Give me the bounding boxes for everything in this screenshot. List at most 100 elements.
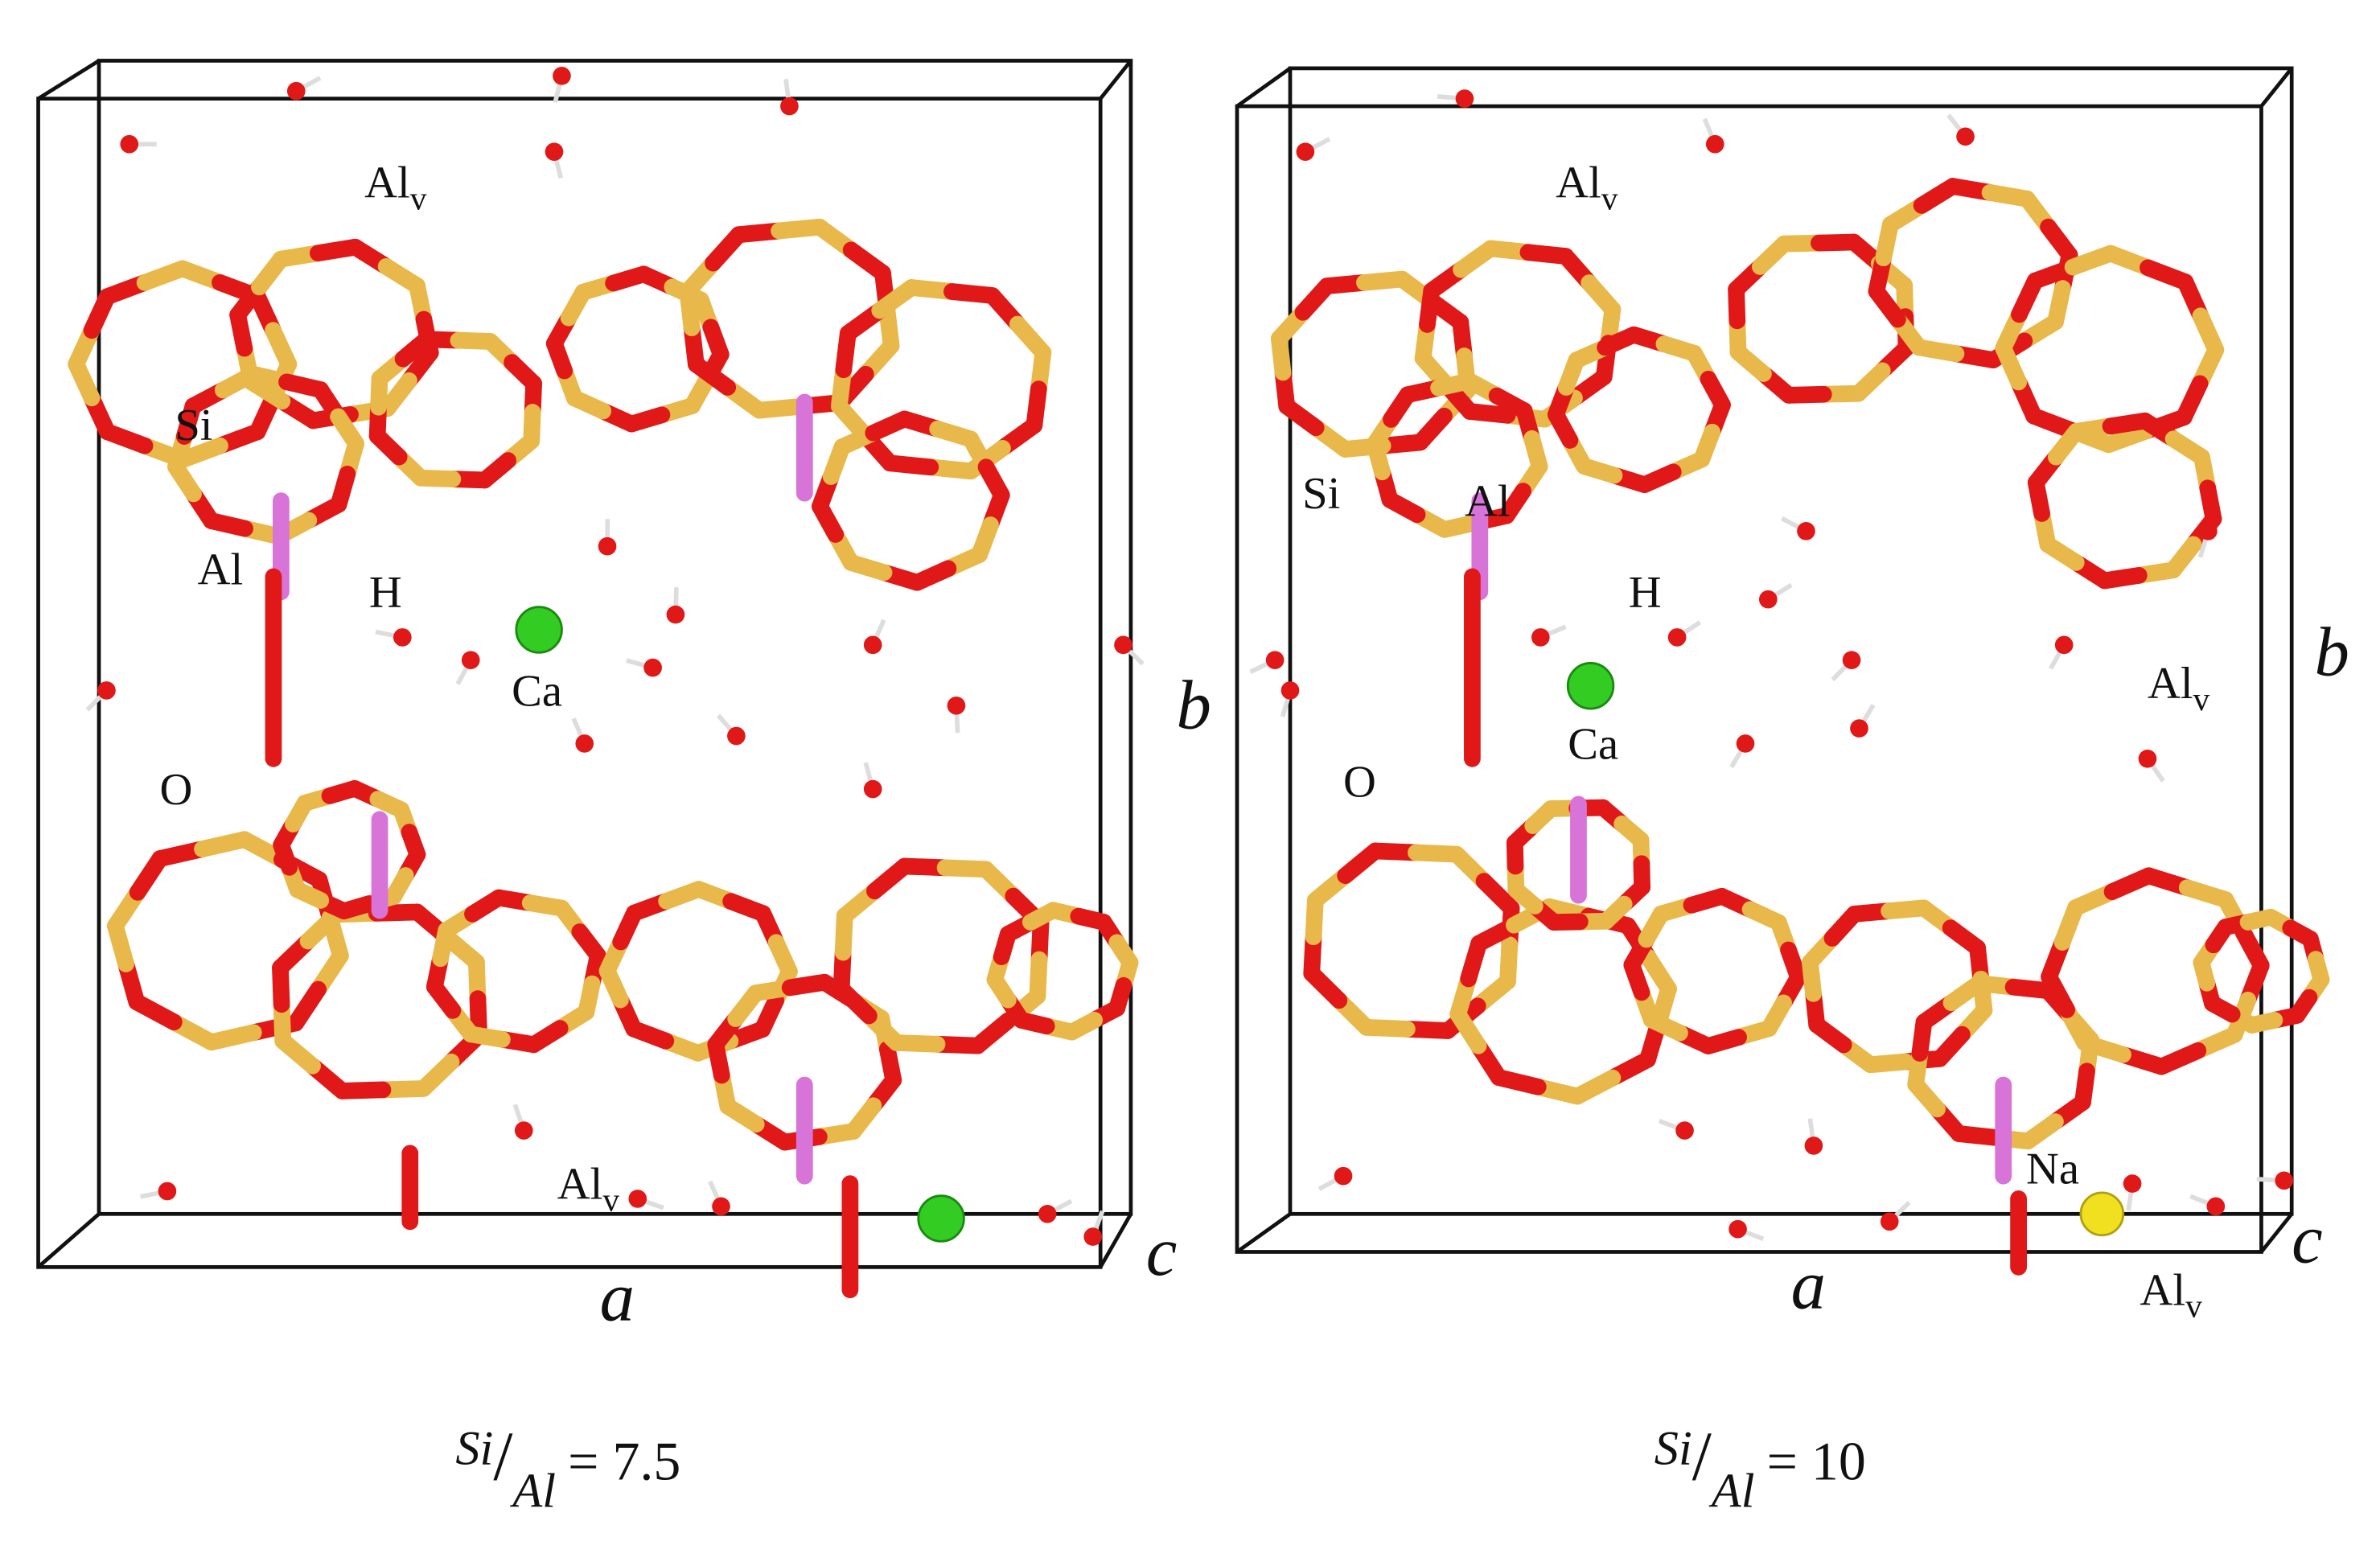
atom-label: Al <box>1465 476 1511 526</box>
bond <box>1907 1075 1946 1118</box>
bond <box>2239 908 2279 931</box>
cell-back <box>1288 66 2294 1216</box>
water-oxygen <box>1804 1136 1823 1155</box>
bond <box>1408 844 1465 863</box>
bond <box>167 458 202 503</box>
water-oxygen <box>1956 127 1975 146</box>
axis-label: c <box>1146 1213 1178 1290</box>
bond <box>971 516 999 563</box>
atom-symbol: Si <box>175 401 212 450</box>
water-oxygen <box>1265 651 1285 670</box>
bond <box>2053 899 2084 951</box>
water-oxygen <box>1667 628 1687 647</box>
water-oxygen <box>1038 1204 1057 1223</box>
water-oxygen <box>598 536 617 556</box>
water-oxygen <box>947 696 966 715</box>
caption-denominator: Al <box>509 1464 556 1518</box>
atom-label: Alv <box>2148 659 2210 717</box>
atom-subscript: v <box>602 1182 619 1219</box>
atom-subscript: v <box>2185 1288 2202 1325</box>
water-oxygen <box>120 134 139 154</box>
atom-label: H <box>369 568 402 618</box>
atom-symbol: Ca <box>1568 719 1618 769</box>
atom-symbol: Al <box>2148 659 2193 709</box>
cell-back <box>97 59 1133 1216</box>
bond <box>1639 948 1677 997</box>
water-oxygen <box>158 1182 177 1201</box>
bond <box>1761 994 1792 1038</box>
bond <box>379 372 417 417</box>
water-oxygen <box>2138 749 2157 768</box>
water-oxygen <box>286 81 306 101</box>
water-oxygen <box>1758 590 1778 609</box>
caption-denominator: Al <box>1708 1464 1755 1518</box>
water-oxygen <box>643 658 662 677</box>
water-oxygen <box>1296 142 1315 161</box>
atom-label: Al <box>198 545 244 594</box>
bond <box>1910 339 1965 363</box>
water-oxygen <box>461 651 480 670</box>
atom-label: Si <box>1302 469 1340 519</box>
water-oxygen <box>1736 734 1755 753</box>
caption-value: = 7.5 <box>568 1430 680 1491</box>
bond <box>432 922 455 968</box>
cell-front <box>36 97 1103 1269</box>
atom-label: Ca <box>1568 719 1618 769</box>
atom-label: O <box>159 765 192 815</box>
caption-numerator: Si <box>1654 1422 1692 1476</box>
water-oxygen <box>1280 681 1300 700</box>
water-oxygen <box>545 142 564 161</box>
bond <box>658 881 708 910</box>
atom-label: Si <box>175 401 212 450</box>
caption-slash: / <box>1692 1417 1712 1494</box>
water-oxygen <box>1705 134 1724 154</box>
water-oxygen <box>1842 651 1861 670</box>
water-oxygen <box>1455 89 1474 108</box>
water-oxygen <box>2199 522 2218 540</box>
caption: Si/Al = 10 <box>1654 1417 1866 1518</box>
bond <box>1995 339 2028 391</box>
water-oxygen <box>553 67 571 85</box>
atom-symbol: Al <box>2140 1266 2186 1316</box>
water-oxygen <box>1083 1227 1103 1246</box>
axis-label: b <box>2314 614 2349 691</box>
ca-ion <box>1566 662 1615 710</box>
atom-symbol: O <box>1343 757 1376 807</box>
bond <box>771 218 828 240</box>
water-oxygen <box>393 628 412 647</box>
bond <box>1523 430 1548 475</box>
water-oxygen <box>2123 1174 2142 1193</box>
atom-symbol: Al <box>364 158 410 208</box>
bond <box>2047 422 2085 466</box>
atom-label: Na <box>2026 1145 2079 1194</box>
water-oxygen <box>780 97 799 116</box>
atom-label: Alv <box>557 1159 620 1218</box>
atom-subscript: v <box>2193 680 2210 717</box>
cell-edges <box>36 59 1132 1269</box>
axis-label: a <box>600 1258 635 1335</box>
bond <box>1613 815 1650 849</box>
bond <box>1453 240 1499 278</box>
atom-label: O <box>1343 757 1376 807</box>
water-oxygen <box>1850 719 1868 738</box>
atom-subscript: v <box>410 179 427 216</box>
cell-front <box>1235 104 2263 1254</box>
atom-label: Ca <box>512 666 562 716</box>
axis-label: a <box>1791 1246 1826 1323</box>
water-oxygen <box>1334 1166 1353 1186</box>
atom-symbol: Al <box>198 545 244 594</box>
caption: Si/Al = 7.5 <box>455 1417 680 1518</box>
ca-ion <box>917 1194 965 1243</box>
water-oxygen <box>863 779 882 799</box>
atom-symbol: Si <box>1302 469 1340 519</box>
axis-label: c <box>2292 1201 2323 1278</box>
water-oxygen <box>863 635 882 655</box>
bond <box>560 283 592 327</box>
water-oxygen <box>1675 1121 1694 1140</box>
bond <box>1063 1011 1104 1041</box>
atom-label: Alv <box>2140 1266 2203 1325</box>
atom-symbol: Na <box>2026 1145 2079 1194</box>
caption-value: = 10 <box>1767 1430 1866 1491</box>
